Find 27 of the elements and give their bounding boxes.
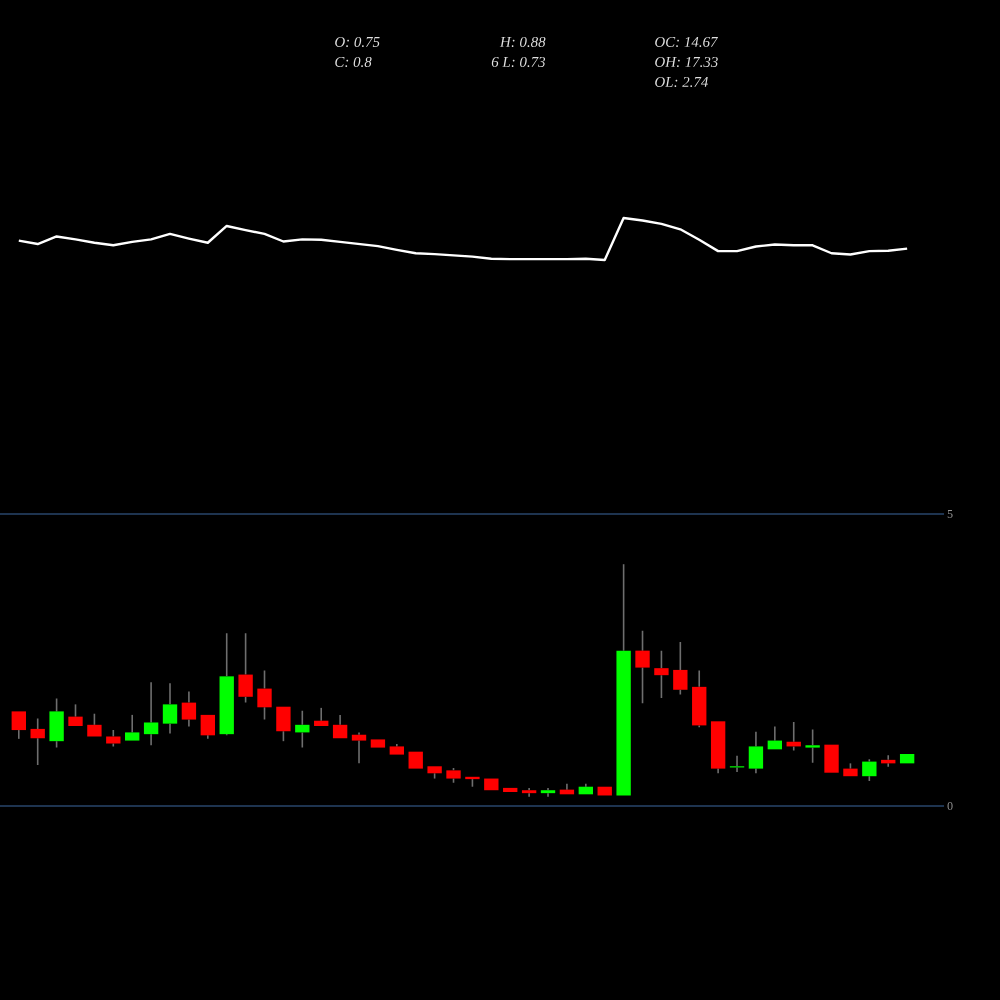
candlestick <box>238 632 253 704</box>
candlestick <box>351 731 367 765</box>
candlestick <box>143 681 159 747</box>
candlestick <box>616 563 631 796</box>
candlestick <box>200 714 215 740</box>
candlestick <box>673 641 688 696</box>
candlestick <box>30 717 45 766</box>
candlestick <box>710 721 726 775</box>
candlestick <box>578 783 593 795</box>
candlestick <box>162 682 178 735</box>
candlestick <box>654 649 669 699</box>
candlestick <box>805 728 820 764</box>
candlestick <box>125 714 140 741</box>
candlestick <box>332 714 348 739</box>
candlestick <box>748 731 764 775</box>
candlestick <box>692 669 707 728</box>
candlestick <box>540 787 556 798</box>
candlestick <box>635 629 650 705</box>
candlestick <box>181 690 197 728</box>
candlestick <box>389 743 404 755</box>
candlestick <box>314 707 329 726</box>
candlestick <box>11 711 26 740</box>
candlestick <box>257 669 272 721</box>
candlestick <box>521 787 537 798</box>
candlestick <box>219 632 234 735</box>
candlestick <box>49 697 64 749</box>
candlestick <box>295 710 310 749</box>
